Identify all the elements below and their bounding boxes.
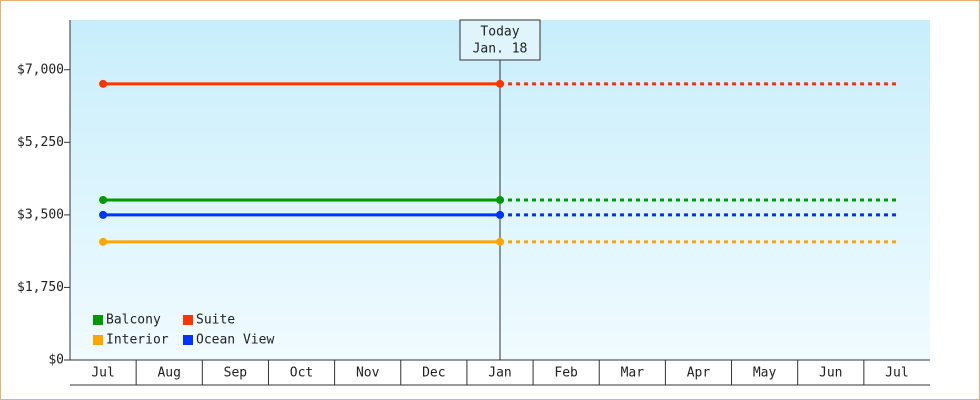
- today-label: Jan. 18: [473, 42, 528, 57]
- x-tick-label: Jan: [488, 366, 511, 381]
- x-tick-label: Mar: [621, 366, 645, 381]
- point: [99, 210, 108, 219]
- point: [99, 237, 108, 246]
- legend-label: Suite: [196, 313, 235, 328]
- x-tick-label: Jun: [819, 366, 842, 381]
- x-tick-label: Jul: [91, 366, 114, 381]
- today-label: Today: [480, 25, 519, 40]
- point: [496, 210, 504, 219]
- point: [99, 195, 108, 204]
- x-tick-label: Nov: [356, 366, 380, 381]
- legend-swatch: [93, 315, 103, 325]
- x-tick-label: Dec: [422, 366, 445, 381]
- x-tick-label: Jul: [885, 366, 908, 381]
- point: [99, 79, 108, 88]
- x-tick-label: Sep: [224, 366, 248, 381]
- y-tick-label: $1,750: [17, 280, 64, 295]
- x-tick-label: Feb: [554, 366, 578, 381]
- legend-swatch: [93, 335, 103, 345]
- legend-label: Interior: [106, 333, 169, 348]
- point: [496, 79, 504, 88]
- y-tick-label: $0: [48, 353, 64, 368]
- x-tick-label: Oct: [290, 366, 313, 381]
- legend-label: Balcony: [106, 313, 161, 328]
- x-tick-label: May: [753, 366, 777, 381]
- x-tick-label: Apr: [687, 366, 711, 381]
- y-tick-label: $3,500: [17, 207, 64, 222]
- legend-swatch: [183, 335, 193, 345]
- y-tick-label: $5,250: [17, 135, 64, 150]
- x-tick-label: Aug: [157, 366, 180, 381]
- point: [496, 195, 504, 204]
- legend-label: Ocean View: [196, 333, 274, 348]
- legend-swatch: [183, 315, 193, 325]
- point: [496, 237, 504, 246]
- today-box: [459, 19, 541, 61]
- y-tick-label: $7,000: [17, 62, 64, 77]
